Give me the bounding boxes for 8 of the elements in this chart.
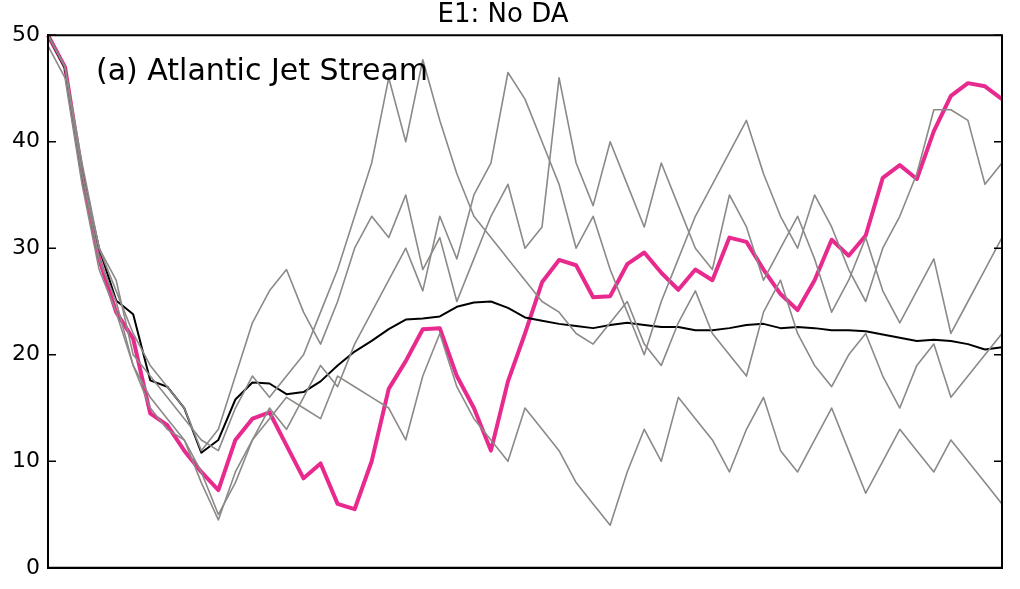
chart-title: E1: No DA (437, 0, 569, 29)
y-tick-label: 50 (11, 20, 40, 46)
y-tick-label: 0 (25, 553, 40, 579)
y-tick-label: 20 (11, 340, 40, 366)
annotation: (a) Atlantic Jet Stream (95, 52, 429, 87)
y-tick-label: 30 (11, 233, 40, 259)
y-tick-label: 10 (11, 447, 40, 472)
y-tick-label: 40 (11, 127, 40, 153)
